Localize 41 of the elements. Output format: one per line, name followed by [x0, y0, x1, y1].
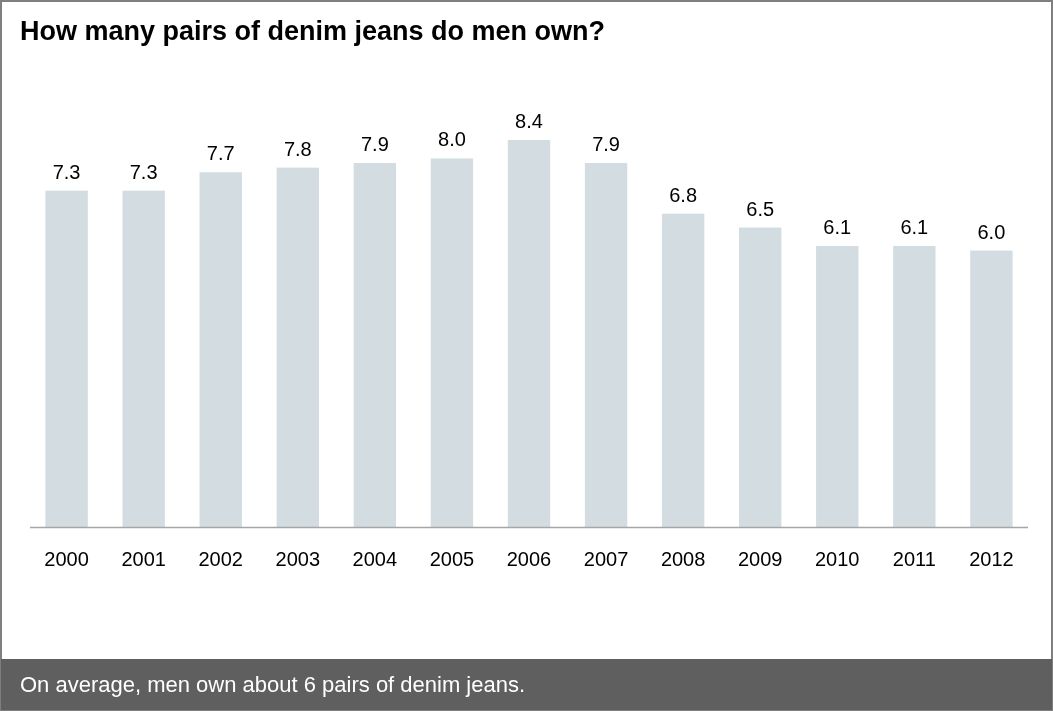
bar — [507, 140, 551, 527]
bar — [739, 227, 782, 527]
x-tick-label: 2006 — [506, 548, 552, 570]
x-tick-label: 2009 — [737, 548, 783, 570]
data-label: 7.8 — [283, 137, 312, 160]
bar — [276, 167, 319, 527]
text: On average, men own about 6 pairs of denim jeans. — [20, 672, 526, 697]
data-label: 6.1 — [823, 215, 852, 238]
x-tick-label: 2005 — [429, 548, 475, 570]
x-tick-label: 2002 — [198, 548, 243, 570]
x-tick-label: 2008 — [660, 548, 706, 570]
data-label: 6.0 — [977, 220, 1006, 243]
data-label: 8.0 — [438, 128, 466, 151]
bar — [893, 245, 936, 527]
x-tick-label: 2007 — [583, 548, 629, 570]
x-tick-label: 2012 — [969, 548, 1014, 570]
x-tick-label: 2004 — [352, 548, 398, 570]
x-tick-label: 2011 — [892, 548, 936, 570]
bar — [45, 190, 88, 527]
x-tick-label: 2001 — [121, 548, 166, 570]
data-label: 7.9 — [592, 133, 620, 156]
x-tick-label: 2010 — [815, 548, 860, 570]
data-label: 8.4 — [515, 110, 543, 132]
bar — [661, 213, 705, 527]
bar — [199, 172, 242, 527]
data-label: 7.9 — [360, 133, 389, 156]
data-label: 7.3 — [129, 160, 158, 183]
data-label: 6.8 — [669, 183, 698, 206]
x-tick-label: 2000 — [44, 548, 89, 570]
bar — [122, 190, 165, 527]
bar — [353, 163, 397, 527]
bar — [970, 250, 1013, 527]
data-label: 6.1 — [900, 215, 929, 238]
bar — [816, 245, 859, 527]
bar — [430, 158, 474, 527]
chart-title: How many pairs of denim jeans do men own? — [20, 16, 606, 46]
data-label: 7.3 — [52, 160, 81, 183]
bar — [584, 163, 628, 527]
x-tick-label: 2003 — [275, 548, 321, 570]
data-label: 6.5 — [746, 197, 775, 220]
data-label: 7.7 — [206, 142, 235, 165]
